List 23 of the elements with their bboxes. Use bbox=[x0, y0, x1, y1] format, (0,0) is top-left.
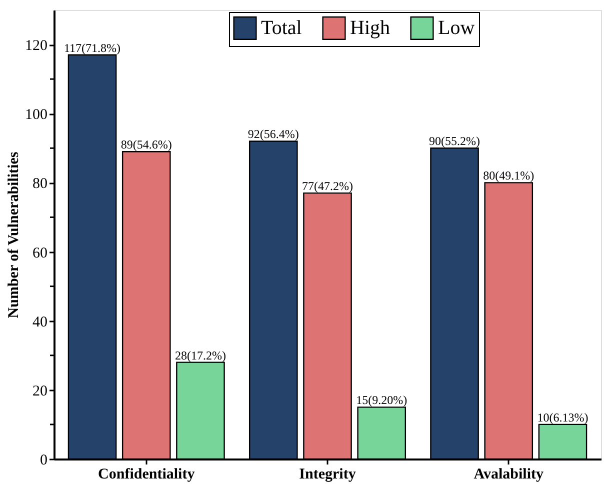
legend-label: High bbox=[350, 17, 390, 40]
y-tick-label: 100 bbox=[25, 107, 48, 124]
data-label: 15(9.20%) bbox=[356, 393, 408, 408]
y-axis-title: Number of Vulnerabilities bbox=[6, 152, 22, 318]
data-label: 117(71.8%) bbox=[64, 40, 121, 55]
data-label: 77(47.2%) bbox=[302, 179, 353, 194]
data-label: 90(55.2%) bbox=[429, 134, 480, 148]
x-tick-label: Confidentiality bbox=[98, 466, 196, 482]
x-tick-label: Avalability bbox=[474, 466, 544, 482]
data-label: 80(49.1%) bbox=[483, 168, 534, 183]
data-label: 92(56.4%) bbox=[248, 127, 299, 142]
y-tick-label: 60 bbox=[32, 245, 48, 262]
legend-label: Low bbox=[438, 17, 476, 40]
y-tick-label: 0 bbox=[40, 452, 48, 468]
y-tick-label: 120 bbox=[25, 38, 48, 54]
y-tick-label: 40 bbox=[32, 314, 48, 330]
y-tick-label: 20 bbox=[32, 383, 48, 400]
y-tick-label: 80 bbox=[32, 176, 48, 192]
x-tick-label: Integrity bbox=[299, 466, 356, 482]
data-label: 89(54.6%) bbox=[120, 138, 172, 152]
legend-label: Total bbox=[261, 17, 302, 40]
data-label: 10(6.13%) bbox=[537, 410, 588, 424]
data-label: 28(17.2%) bbox=[174, 348, 226, 362]
